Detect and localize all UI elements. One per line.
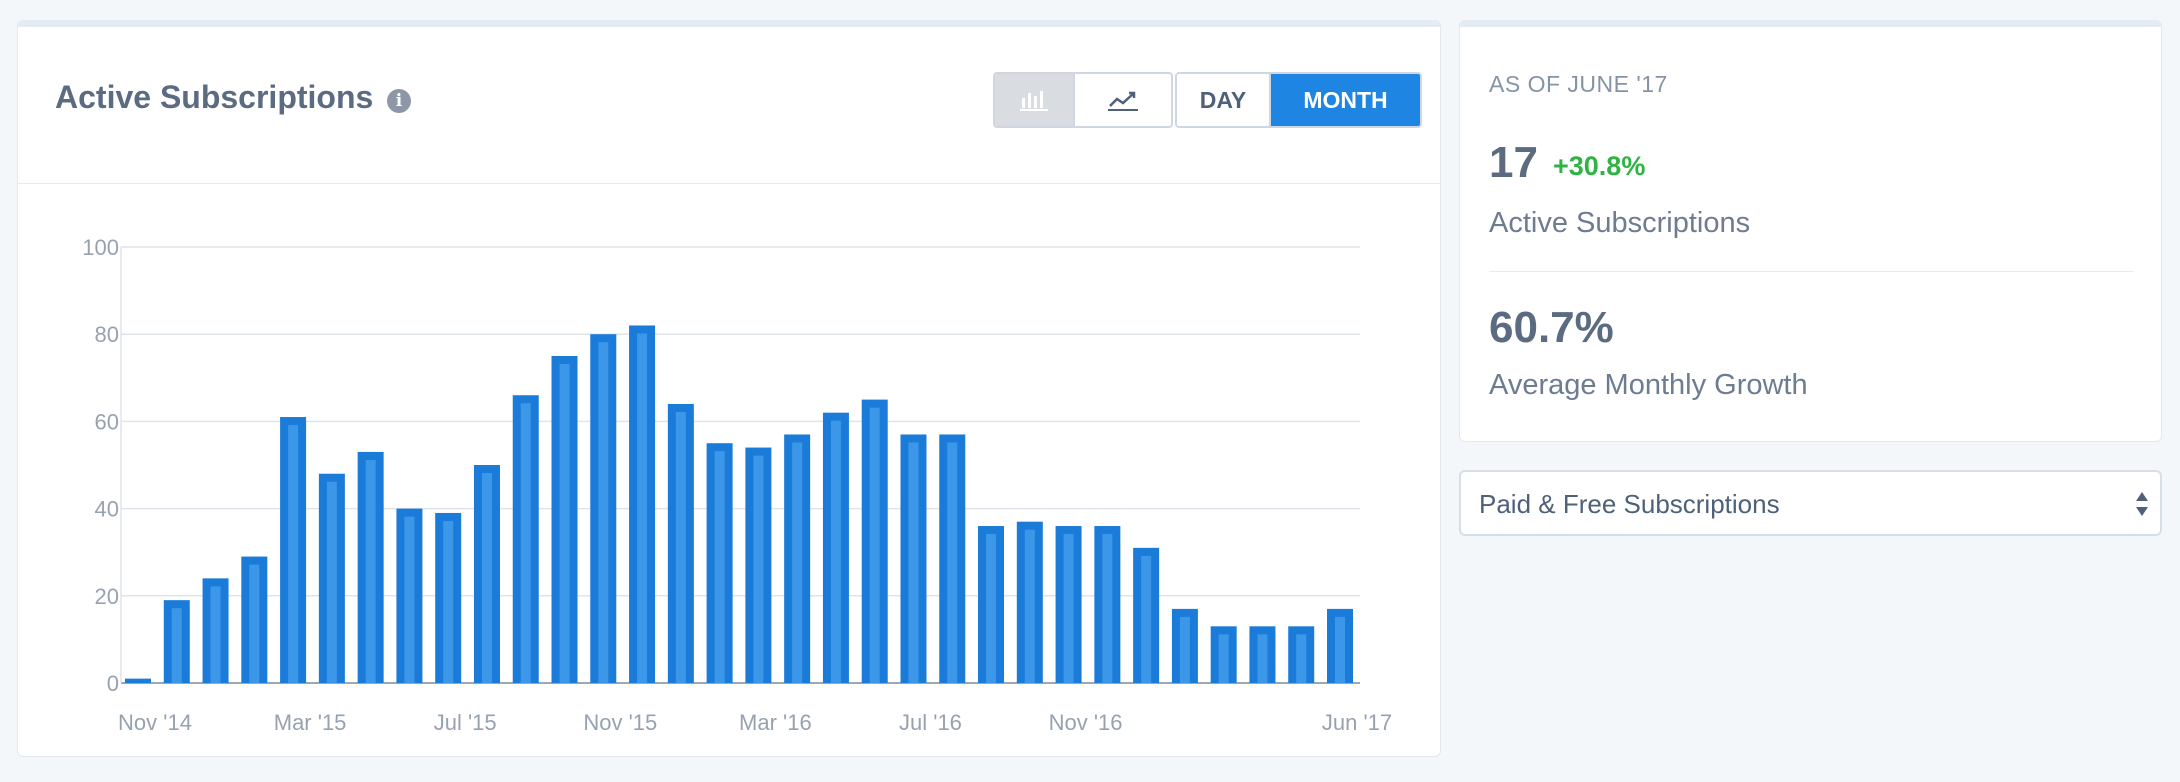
bar-highlight — [443, 520, 454, 683]
bar-highlight — [1063, 534, 1074, 683]
bar-highlight — [598, 342, 609, 683]
bar-highlight — [1296, 634, 1307, 683]
x-tick-label: Mar '15 — [274, 710, 347, 735]
x-tick-label: Jul '16 — [899, 710, 962, 735]
active-count: 17 — [1489, 138, 1538, 187]
bar-highlight — [830, 420, 841, 683]
bar-highlight — [404, 516, 415, 683]
bar-highlight — [326, 481, 337, 683]
chart-axes: 0 20 40 60 80 100 Nov '14 Mar '15 Jul '15 Nov '15… — [82, 235, 1392, 735]
bar-highlight — [365, 459, 376, 683]
x-tick-label: Nov '15 — [583, 710, 657, 735]
bar-chart-button[interactable] — [995, 74, 1075, 126]
bar-highlight — [753, 455, 764, 683]
chart-bars — [125, 325, 1353, 683]
bar-highlight — [249, 564, 260, 683]
bar-highlight — [908, 442, 919, 683]
bar-highlight — [481, 473, 492, 683]
stats-card: AS OF JUNE '17 17 +30.8% Active Subscrip… — [1459, 20, 2162, 442]
y-tick-label: 60 — [95, 409, 119, 434]
avg-growth-label: Average Monthly Growth — [1489, 369, 1808, 401]
line-chart-icon — [1108, 91, 1138, 111]
x-tick-label: Jul '15 — [434, 710, 497, 735]
subscriptions-bar-chart: 0 20 40 60 80 100 Nov '14 Mar '15 Jul '15 Nov '15… — [82, 235, 1392, 735]
chart-title: Active Subscriptions — [55, 79, 374, 115]
bar-highlight — [1257, 634, 1268, 683]
bar-highlight — [210, 586, 221, 683]
bar-highlight — [288, 425, 299, 683]
month-button[interactable]: MONTH — [1271, 74, 1420, 126]
info-icon[interactable]: i — [387, 89, 411, 113]
bar-highlight — [1024, 529, 1035, 683]
bar-highlight — [1102, 534, 1113, 683]
bar-highlight — [947, 442, 958, 683]
active-change-badge: +30.8% — [1553, 151, 1646, 181]
bar-highlight — [1218, 634, 1229, 683]
x-tick-label: Nov '14 — [118, 710, 192, 735]
stats-divider — [1489, 271, 2133, 272]
x-tick-label: Mar '16 — [739, 710, 812, 735]
y-tick-label: 20 — [95, 584, 119, 609]
bar-chart-icon — [1020, 91, 1048, 111]
avg-growth-value: 60.7% — [1489, 303, 1614, 352]
bar-highlight — [675, 411, 686, 683]
y-tick-label: 40 — [95, 497, 119, 522]
active-subscriptions-card: Active Subscriptions i — [17, 20, 1441, 757]
bar-highlight — [637, 333, 648, 683]
day-button[interactable]: DAY — [1177, 74, 1271, 126]
bar-highlight — [869, 407, 880, 683]
bar-highlight — [171, 608, 182, 683]
period-toggle: DAY MONTH — [1175, 72, 1422, 128]
bar-highlight — [986, 534, 997, 683]
y-tick-label: 0 — [107, 671, 119, 696]
bar-highlight — [520, 403, 531, 683]
select-value: Paid & Free Subscriptions — [1479, 489, 1780, 519]
chart-header: Active Subscriptions i — [18, 27, 1440, 184]
y-tick-label: 80 — [95, 322, 119, 347]
x-tick-label: Jun '17 — [1322, 710, 1392, 735]
bar — [125, 678, 151, 683]
active-count-label: Active Subscriptions — [1489, 207, 1751, 239]
bar-highlight — [1179, 616, 1190, 683]
bar-highlight — [792, 442, 803, 683]
bar-highlight — [1141, 555, 1152, 683]
chart-type-toggle — [993, 72, 1173, 128]
select-arrows-icon — [2136, 492, 2148, 516]
x-tick-label: Nov '16 — [1049, 710, 1123, 735]
line-chart-button[interactable] — [1075, 74, 1171, 126]
as-of-date: AS OF JUNE '17 — [1489, 71, 1668, 97]
bar-highlight — [714, 451, 725, 683]
subscription-type-select[interactable]: Paid & Free Subscriptions — [1459, 470, 2162, 536]
bar-highlight — [1335, 616, 1345, 683]
y-tick-label: 100 — [82, 235, 119, 260]
bar-highlight — [559, 364, 570, 683]
